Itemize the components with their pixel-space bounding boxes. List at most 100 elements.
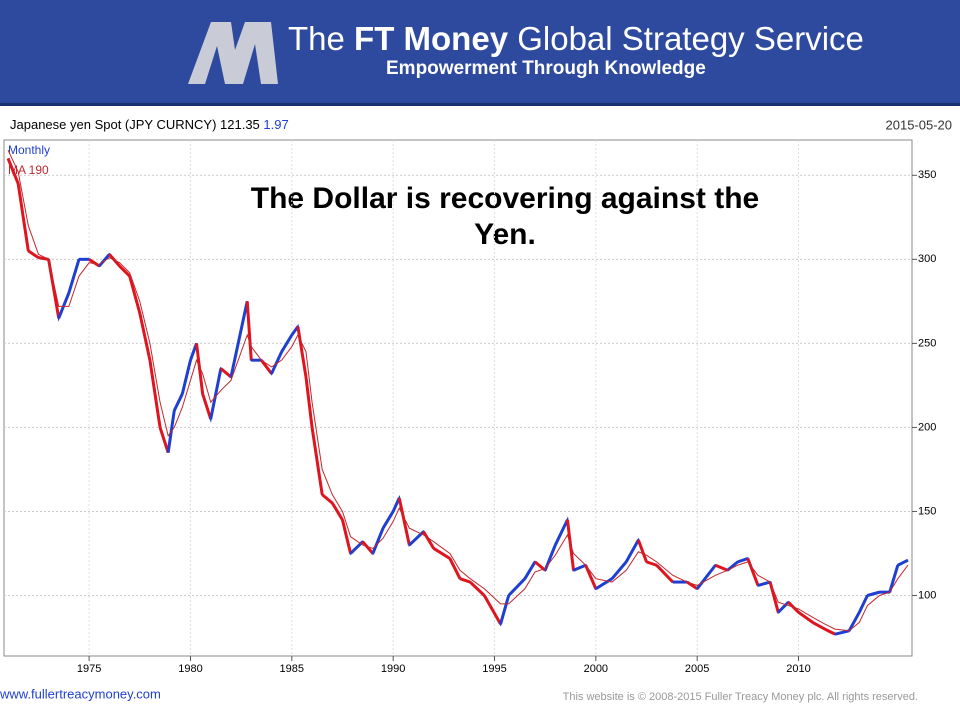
price-segment [67,258,81,294]
price-segment [27,249,40,259]
x-tick-label: 1990 [381,663,405,675]
price-segment [331,502,344,521]
price-segment [432,547,451,560]
price-segment [797,611,814,624]
price-segment [888,564,900,593]
price-segment [714,563,729,572]
y-tick-label: 150 [918,505,936,517]
footer-copyright: This website is © 2008-2015 Fuller Treac… [563,691,918,703]
price-segment [499,595,511,625]
y-tick-label: 350 [918,169,936,181]
header-subtitle: Empowerment Through Knowledge [386,58,706,79]
price-segment [158,426,170,454]
y-tick-label: 300 [918,253,936,265]
price-segment [172,393,184,412]
price-segment [260,359,273,375]
price-segment [245,301,253,361]
header: The FT Money Global Strategy Service Emp… [0,0,960,106]
price-segment [38,256,49,261]
price-segment [553,519,569,546]
price-segment [757,580,771,587]
price-segment [270,351,284,375]
price-segment [867,590,880,597]
price-segment [148,359,162,428]
y-tick-label: 100 [918,589,936,601]
annotation: The Dollar is recovering against the Yen. [251,182,759,251]
price-segment [448,557,462,580]
price-segment [507,577,526,597]
price-segment [469,580,486,597]
price-segment [834,629,850,636]
x-tick-label: 1980 [178,663,202,675]
price-segment [584,564,598,590]
y-tick-label: 200 [918,421,936,433]
price-segment [595,577,613,591]
price-segment [847,611,861,632]
price-segment [195,343,205,394]
chart: Japanese yen Spot (JPY CURNCY) 121.35 1.… [0,117,953,703]
price-segment [310,427,324,495]
price-segment [636,539,648,563]
price-segment [229,301,249,378]
price-segment [296,326,308,378]
price-segment [422,530,435,550]
x-tick-label: 2000 [584,663,608,675]
price-segment [646,560,658,567]
price-segment [98,253,111,268]
price-segment [201,393,213,420]
periodicity: Monthly [8,143,50,157]
plot-frame [3,139,913,657]
x-tick-label: 1985 [280,663,304,675]
price-segment [180,359,192,395]
price-segment [16,183,30,252]
y-tick-label: 250 [918,337,936,349]
price-segment [361,540,375,555]
price-segment [459,577,471,584]
price-segment [686,580,698,591]
chart-title: Japanese yen Spot (JPY CURNCY) 121.35 1.… [10,117,289,132]
chart-date: 2015-05-20 [886,117,953,132]
price-segment [397,497,411,546]
price-segment [610,560,628,580]
annotation-line: Yen. [474,218,536,251]
price-segment [138,312,152,361]
price-segment [897,558,909,567]
price-segment [811,621,826,631]
price-segment [341,519,353,554]
price-segment [57,292,71,319]
price-segment [857,594,869,613]
price-segment [624,539,640,563]
price-segment [737,557,749,564]
price-segment [523,561,537,580]
price-segment [572,563,587,572]
price-segment [209,368,223,420]
annotation-line: The Dollar is recovering against the [251,182,759,215]
price-segment [381,510,395,530]
logo [188,22,278,84]
price-segment [483,594,502,625]
price-segment [655,564,674,584]
price-segment [371,527,385,555]
x-tick-label: 1975 [77,663,101,675]
series-line [7,149,909,632]
price-segment [88,258,101,268]
footer-url: www.fullertreacymoney.com [0,686,161,701]
price-segment [219,367,232,379]
x-tick-label: 1995 [482,663,506,675]
price-segment [280,334,294,353]
price-segment [321,493,334,505]
price-segment [726,560,739,572]
x-tick-label: 2005 [685,663,709,675]
price-segment [304,376,314,428]
price-segment [6,157,20,185]
price-segment [768,581,780,613]
x-tick-label: 2010 [786,663,810,675]
price-segment [128,275,142,314]
header-title: The FT Money Global Strategy Service [288,20,864,57]
price-segment [777,601,790,614]
price-segment [695,564,717,590]
series-line [7,158,909,636]
price-segment [746,557,760,586]
price-segment [824,627,836,636]
